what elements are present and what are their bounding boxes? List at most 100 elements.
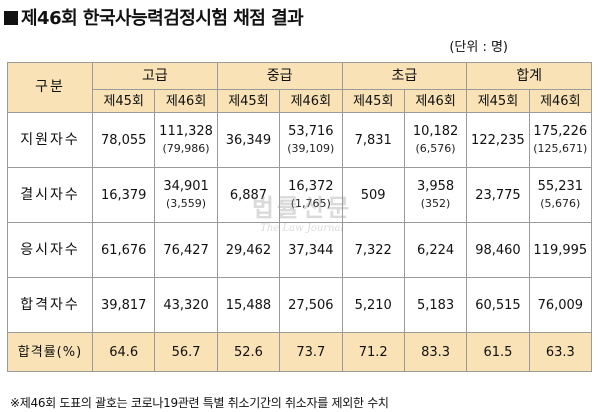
- cell-value: 61,676: [100, 242, 147, 258]
- row-label: 합격자수: [7, 277, 93, 333]
- table-cell: 36,349: [216, 112, 281, 168]
- cell-value: 111,328: [159, 124, 213, 139]
- page-title: 제46회 한국사능력검정시험 채점 결과: [4, 4, 304, 29]
- cell-value: 509: [360, 187, 386, 203]
- cell-value: 7,831: [354, 132, 392, 148]
- table-cell: 60,515: [466, 277, 530, 333]
- cell-excluded-value: (5,676): [540, 197, 581, 210]
- table-cell: 23,775: [466, 167, 530, 223]
- cell-excluded-value: (6,576): [415, 142, 456, 155]
- group-header-advanced: 고급: [92, 62, 218, 90]
- header-row-rounds: 제45회 제46회 제45회 제46회 제45회 제46회 제45회 제46회: [8, 89, 593, 113]
- row-label: 결시자수: [7, 167, 93, 223]
- table-cell: 76,009: [528, 277, 593, 333]
- table-cell: 5,210: [341, 277, 405, 333]
- row-label: 지원자수: [7, 112, 93, 168]
- subheader-45: 제45회: [341, 89, 405, 113]
- cell-value: 39,817: [100, 297, 147, 313]
- results-table: 구분 고급 중급 초급 합계 제45회 제46회 제45회 제46회 제45회 …: [7, 62, 593, 372]
- cell-excluded-value: (125,671): [533, 142, 588, 155]
- footnote: ※제46회 도표의 괄호는 코로나19관련 특별 취소기간의 취소자를 제외한 …: [10, 396, 389, 410]
- pass-rate-label: 합격률(%): [7, 332, 93, 372]
- cell-value: 6,224: [416, 242, 455, 258]
- cell-value: 16,379: [100, 187, 147, 203]
- cell-value: 55,231: [537, 179, 584, 194]
- subheader-45: 제45회: [91, 89, 156, 113]
- table-cell: 39,817: [91, 277, 156, 333]
- cell-excluded-value: (79,986): [162, 142, 210, 155]
- subheader-46: 제46회: [403, 89, 468, 113]
- table-cell: 29,462: [216, 222, 281, 278]
- cell-value: 76,427: [163, 242, 209, 258]
- table-cell: 76,427: [154, 222, 218, 278]
- pass-rate-cell: 83.3: [403, 332, 468, 372]
- table-cell: 53,716 (39,109): [279, 112, 343, 168]
- square-bullet-icon: [4, 11, 18, 25]
- cell-excluded-value: (352): [420, 197, 451, 210]
- cell-value: 122,235: [471, 132, 525, 148]
- cell-excluded-value: (3,559): [166, 197, 207, 210]
- pass-rate-cell: 63.3: [528, 332, 593, 372]
- pass-rate-cell: 56.7: [154, 332, 218, 372]
- cell-excluded-value: (39,109): [287, 142, 335, 155]
- cell-value: 5,210: [354, 297, 392, 313]
- table-cell: 16,379: [91, 167, 156, 223]
- cell-value: 23,775: [475, 187, 521, 203]
- table-cell: 122,235: [466, 112, 530, 168]
- table-cell: 34,901 (3,559): [154, 167, 218, 223]
- cell-value: 60,515: [475, 297, 521, 313]
- group-header-total: 합계: [466, 62, 592, 90]
- table-cell: 6,887: [216, 167, 281, 223]
- table-cell: 15,488: [216, 277, 281, 333]
- cell-value: 15,488: [225, 297, 272, 313]
- table-cell: 55,231 (5,676): [528, 167, 593, 223]
- table-cell: 175,226 (125,671): [528, 112, 593, 168]
- cell-value: 98,460: [475, 242, 521, 258]
- table-row: 응시자수 61,676 76,427 29,462 37,344 7,322 6,224 98…: [7, 222, 593, 278]
- table-cell: 6,224: [403, 222, 468, 278]
- table-cell: 43,320: [154, 277, 218, 333]
- cell-value: 53,716: [288, 124, 334, 139]
- subheader-46: 제46회: [279, 89, 343, 113]
- cell-value: 76,009: [537, 297, 584, 313]
- table-row: 결시자수 16,379 34,901 (3,559) 6,887 16,372 (1,765…: [7, 167, 593, 223]
- title-text: 제46회 한국사능력검정시험 채점 결과: [21, 8, 304, 29]
- table-cell: 16,372 (1,765): [279, 167, 343, 223]
- pass-rate-cell: 73.7: [279, 332, 343, 372]
- cell-value: 175,226: [533, 124, 588, 139]
- cell-value: 34,901: [163, 179, 209, 194]
- subheader-46: 제46회: [154, 89, 218, 113]
- pass-rate-cell: 61.5: [466, 332, 530, 372]
- table-cell: 37,344: [279, 222, 343, 278]
- table-cell: 111,328 (79,986): [154, 112, 218, 168]
- cell-value: 37,344: [288, 242, 334, 258]
- table-cell: 119,995: [528, 222, 593, 278]
- row-label: 응시자수: [7, 222, 93, 278]
- pass-rate-cell: 52.6: [216, 332, 281, 372]
- cell-value: 29,462: [225, 242, 272, 258]
- table-cell: 10,182 (6,576): [403, 112, 468, 168]
- pass-rate-cell: 71.2: [341, 332, 405, 372]
- header-row-groups: 구분 고급 중급 초급 합계: [7, 62, 592, 113]
- table-cell: 27,506: [279, 277, 343, 333]
- cell-value: 43,320: [163, 297, 209, 313]
- cell-value: 78,055: [100, 132, 147, 148]
- cell-excluded-value: (1,765): [290, 197, 331, 210]
- table-cell: 61,676: [91, 222, 156, 278]
- cell-value: 10,182: [412, 124, 459, 139]
- group-header-basic: 초급: [341, 62, 468, 90]
- table-row: 합격자수 39,817 43,320 15,488 27,506 5,210 5,183 60…: [7, 277, 593, 333]
- subheader-46: 제46회: [528, 89, 593, 113]
- table-cell: 5,183: [403, 277, 468, 333]
- table-cell: 509: [341, 167, 405, 223]
- cell-value: 5,183: [416, 297, 455, 313]
- pass-rate-row: 합격률(%) 64.6 56.7 52.6 73.7 71.2 83.3 61.5 63.3: [7, 332, 593, 372]
- cell-value: 27,506: [288, 297, 334, 313]
- table-cell: 98,460: [466, 222, 530, 278]
- cell-value: 16,372: [288, 179, 334, 194]
- cell-value: 119,995: [533, 242, 588, 258]
- table-cell: 7,831: [341, 112, 405, 168]
- table-cell: 78,055: [91, 112, 156, 168]
- corner-cell: 구분: [7, 62, 93, 113]
- table-cell: 7,322: [341, 222, 405, 278]
